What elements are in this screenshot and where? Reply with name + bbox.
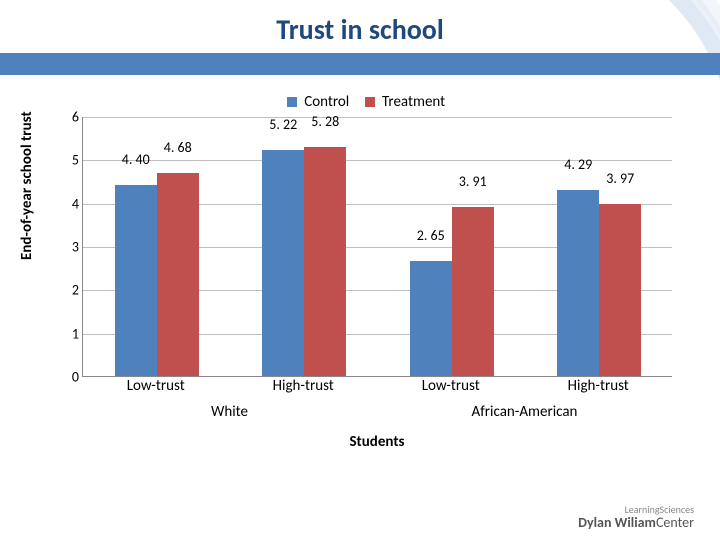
legend-swatch-control bbox=[287, 97, 297, 107]
group-axis-labels: WhiteAfrican-American bbox=[82, 403, 672, 427]
footer-logo: LearningSciences Dylan WiliamCenter bbox=[578, 504, 694, 530]
category-label: Low-trust bbox=[377, 377, 525, 395]
legend-label-treatment: Treatment bbox=[382, 93, 445, 111]
bar-treatment bbox=[157, 173, 199, 376]
x-axis-label: Students bbox=[82, 433, 672, 451]
logo-line2: Dylan WiliamCenter bbox=[578, 515, 694, 530]
bar-control bbox=[410, 261, 452, 376]
category-label: Low-trust bbox=[82, 377, 230, 395]
legend-label-control: Control bbox=[304, 93, 349, 111]
plot-region: 01234564. 404. 685. 225. 282. 653. 914. … bbox=[82, 117, 672, 377]
bar-value-label: 2. 65 bbox=[406, 227, 456, 244]
category-axis-labels: Low-trustHigh-trustLow-trustHigh-trust bbox=[82, 377, 672, 397]
title-area: Trust in school bbox=[0, 0, 720, 47]
legend-swatch-treatment bbox=[365, 97, 375, 107]
super-group-label: White bbox=[82, 403, 377, 421]
y-tick-label: 4 bbox=[61, 195, 79, 212]
bar-treatment bbox=[599, 204, 641, 376]
category-label: High-trust bbox=[230, 377, 378, 395]
bar-value-label: 5. 28 bbox=[300, 113, 350, 130]
category-label: High-trust bbox=[525, 377, 673, 395]
y-tick-label: 5 bbox=[61, 152, 79, 169]
bar-treatment bbox=[304, 147, 346, 376]
super-group-label: African-American bbox=[377, 403, 672, 421]
title-underline-bar bbox=[0, 53, 720, 75]
bar-group: 4. 293. 97 bbox=[526, 117, 674, 376]
y-tick-label: 2 bbox=[61, 282, 79, 299]
y-tick-label: 3 bbox=[61, 239, 79, 256]
bar-treatment bbox=[452, 207, 494, 376]
chart-title: Trust in school bbox=[0, 12, 720, 47]
y-tick-label: 6 bbox=[61, 109, 79, 126]
chart-area: 01234564. 404. 685. 225. 282. 653. 914. … bbox=[82, 117, 672, 377]
bar-value-label: 3. 97 bbox=[595, 170, 645, 187]
legend: Control Treatment bbox=[0, 93, 720, 111]
bar-value-label: 4. 68 bbox=[153, 139, 203, 156]
bar-value-label: 3. 91 bbox=[448, 173, 498, 190]
y-axis-label: End-of-year school trust bbox=[18, 111, 36, 260]
bar-control bbox=[262, 150, 304, 376]
y-tick-label: 1 bbox=[61, 325, 79, 342]
bar-control bbox=[557, 190, 599, 376]
y-tick-label: 0 bbox=[61, 369, 79, 386]
bar-group: 4. 404. 68 bbox=[83, 117, 231, 376]
bar-control bbox=[115, 185, 157, 376]
bar-group: 2. 65 3. 91 bbox=[378, 117, 526, 376]
bar-group: 5. 225. 28 bbox=[231, 117, 379, 376]
